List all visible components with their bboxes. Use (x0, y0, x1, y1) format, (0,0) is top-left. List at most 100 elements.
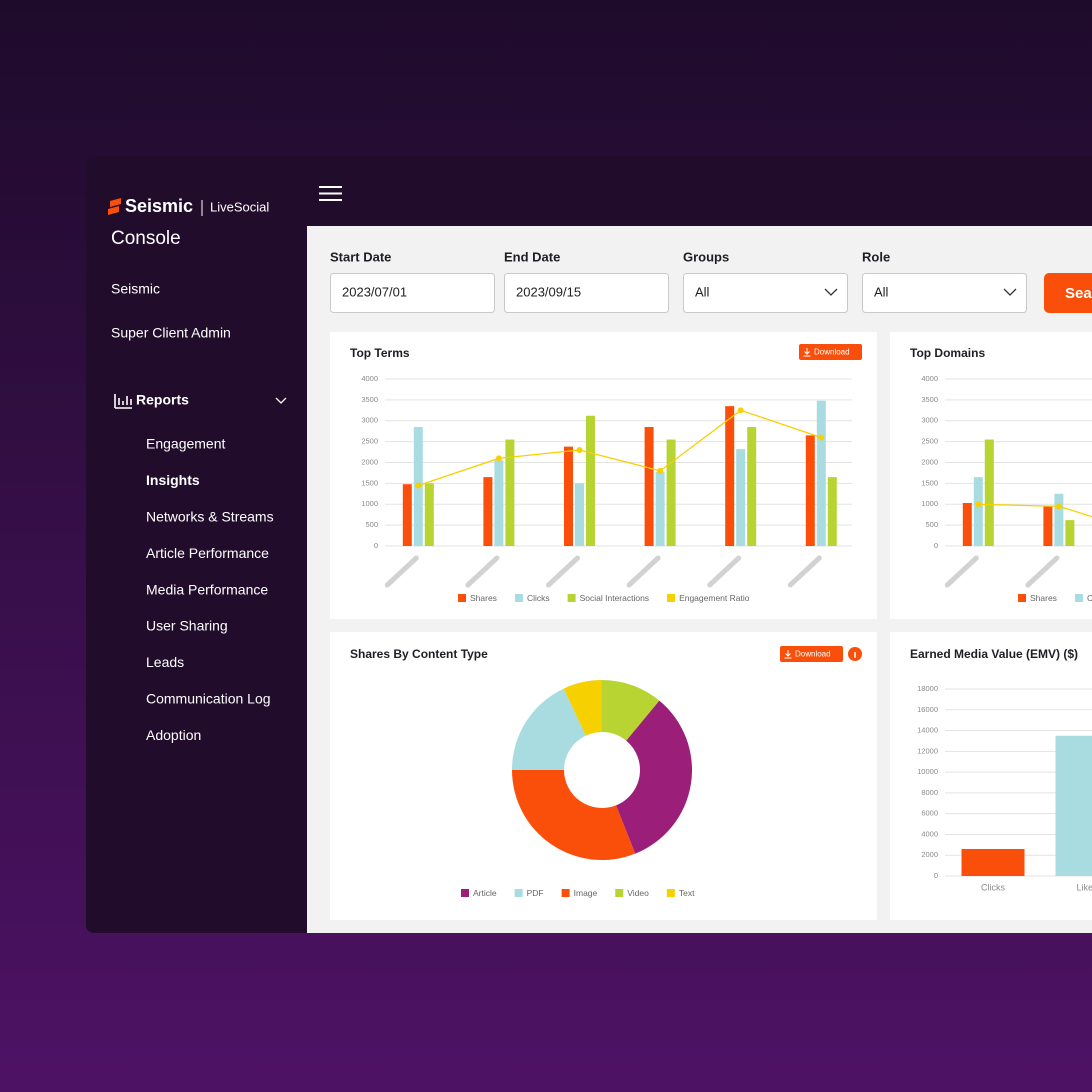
line-point (415, 482, 422, 489)
y-tick-label: 2500 (361, 437, 378, 446)
filter-input[interactable] (504, 273, 669, 313)
nav-link[interactable]: Super Client Admin (111, 325, 231, 341)
category-placeholder (1025, 555, 1060, 588)
line-point (495, 455, 502, 462)
filter-value: All (695, 284, 710, 299)
report-link[interactable]: User Sharing (146, 618, 228, 634)
y-tick-label: 500 (925, 520, 938, 529)
report-link[interactable]: Adoption (146, 727, 201, 743)
donut-segment (512, 688, 586, 770)
filter-label: End Date (504, 249, 560, 264)
legend-label: Image (574, 888, 598, 898)
category-placeholder (707, 555, 742, 588)
nav-link[interactable]: Seismic (111, 281, 160, 297)
bar (505, 439, 515, 546)
y-tick-label: 1500 (921, 478, 938, 487)
report-link[interactable]: Leads (146, 654, 184, 670)
report-link[interactable]: Article Performance (146, 545, 269, 561)
bar (961, 848, 1025, 876)
bar (747, 427, 757, 546)
line-point (1055, 503, 1062, 510)
menu-button[interactable] (319, 186, 342, 201)
donut-segment (615, 700, 692, 854)
y-tick-label: 0 (934, 871, 938, 880)
line-point (975, 501, 982, 508)
download-icon (784, 650, 792, 659)
legend-swatch (458, 594, 466, 602)
filter-label: Start Date (330, 249, 391, 264)
y-tick-label: 0 (934, 541, 938, 550)
filter-value: All (874, 284, 889, 299)
bar (1043, 506, 1053, 546)
y-tick-label: 18000 (917, 684, 938, 693)
legend-swatch (514, 594, 523, 602)
bar (666, 439, 676, 546)
section-title: Console (111, 228, 181, 249)
legend-swatch (461, 889, 469, 897)
bar (736, 449, 746, 546)
reports-icon (114, 394, 132, 409)
y-tick-label: 12000 (917, 746, 938, 755)
reports-chevron[interactable] (275, 397, 287, 404)
y-tick-label: 2000 (361, 457, 378, 466)
legend-swatch (561, 889, 570, 897)
x-tick-label: Clicks (981, 882, 1005, 892)
report-link[interactable]: Media Performance (146, 581, 268, 597)
legend-label: Shares (470, 593, 497, 603)
search-label: Search (1065, 285, 1092, 302)
filter-input[interactable] (683, 273, 848, 313)
bar (483, 477, 493, 546)
filter-value: 2023/07/01 (342, 284, 407, 299)
reports-toggle[interactable]: Reports (136, 392, 189, 408)
legend-label: Article (473, 888, 497, 898)
report-link[interactable]: Networks & Streams (146, 509, 274, 525)
dropdown-chevron (1003, 288, 1017, 296)
report-link[interactable]: Insights (146, 472, 200, 488)
dropdown-chevron (824, 288, 838, 296)
y-tick-label: 10000 (917, 767, 938, 776)
y-tick-label: 4000 (921, 374, 938, 383)
y-tick-label: 14000 (917, 726, 938, 735)
legend-swatch (667, 594, 676, 602)
download-button[interactable] (780, 646, 843, 662)
category-placeholder (546, 555, 580, 588)
donut-segment (512, 770, 636, 861)
y-tick-label: 2500 (921, 437, 938, 446)
filter-input[interactable] (330, 273, 495, 313)
report-link[interactable]: Engagement (146, 436, 226, 452)
legend-label: Clicks (527, 593, 550, 603)
download-button[interactable] (799, 344, 862, 360)
legend-label: PDF (527, 888, 544, 898)
line (418, 409, 822, 487)
filter-label: Groups (683, 249, 729, 264)
category-placeholder (384, 555, 419, 588)
bar (586, 415, 595, 546)
y-tick-label: 6000 (921, 809, 938, 818)
brand-logo (108, 198, 121, 215)
legend-label: Clicks (1087, 593, 1092, 603)
y-tick-label: 8000 (921, 788, 938, 797)
bar (805, 435, 815, 546)
bar (962, 502, 972, 546)
bar (494, 460, 504, 546)
y-tick-label: 1500 (361, 478, 378, 487)
brand-product: LiveSocial (210, 199, 269, 214)
legend-swatch (514, 889, 523, 897)
bar (402, 484, 412, 546)
bar (1055, 735, 1092, 876)
y-tick-label: 1000 (921, 499, 938, 508)
filter-value: 2023/09/15 (516, 284, 581, 299)
chart-title: Top Terms (350, 346, 410, 360)
search-button[interactable] (1044, 273, 1092, 313)
donut-segment (563, 680, 602, 736)
category-placeholder (944, 555, 979, 588)
filter-input[interactable] (862, 273, 1027, 313)
legend-swatch (1018, 594, 1026, 602)
line-point (818, 434, 825, 441)
y-tick-label: 4000 (361, 374, 378, 383)
y-tick-label: 3500 (361, 395, 378, 404)
bar (1065, 520, 1075, 546)
line-point (576, 446, 583, 453)
y-tick-label: 16000 (917, 705, 938, 714)
report-link[interactable]: Communication Log (146, 691, 271, 707)
